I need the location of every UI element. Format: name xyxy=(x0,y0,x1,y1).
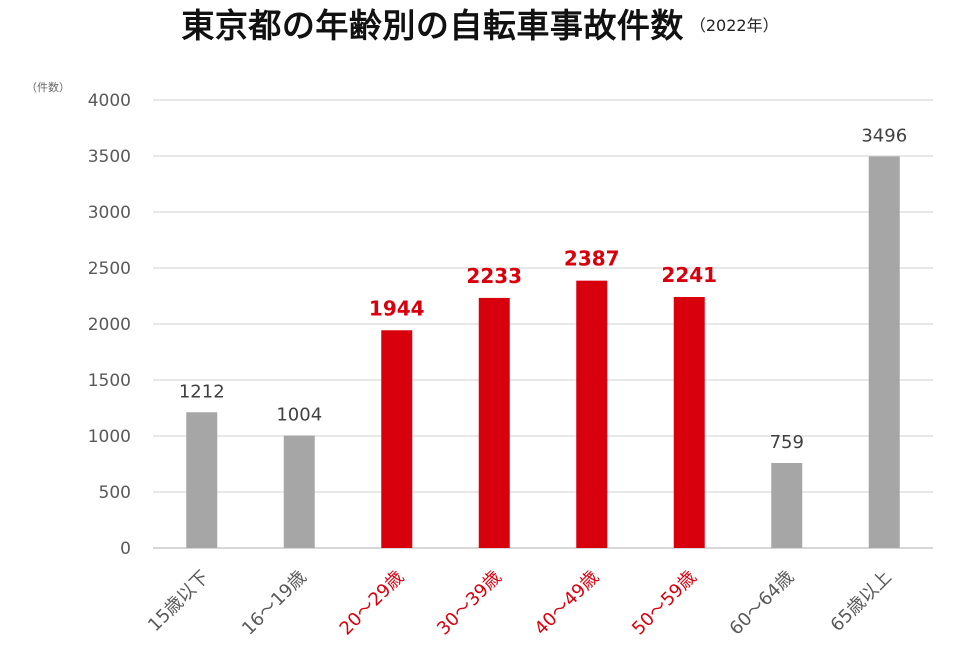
y-axis-unit-label: （件数） xyxy=(26,81,70,94)
y-tick-label: 3500 xyxy=(88,147,131,167)
data-label: 2387 xyxy=(564,247,620,271)
y-tick-label: 3000 xyxy=(88,203,131,223)
title-row: 東京都の年齢別の自転車事故件数 （2022年） xyxy=(0,0,960,56)
x-tick-label: 65歳以上 xyxy=(827,567,896,636)
y-tick-label: 500 xyxy=(99,483,131,503)
x-tick-label: 20～29歳 xyxy=(336,567,409,640)
bar xyxy=(673,297,705,548)
bar xyxy=(283,435,315,548)
x-tick-label: 30～39歳 xyxy=(433,567,506,640)
y-tick-label: 4000 xyxy=(88,91,131,111)
y-tick-label: 1500 xyxy=(88,371,131,391)
bar xyxy=(771,462,803,548)
chart-title: 東京都の年齢別の自転車事故件数 xyxy=(181,6,684,45)
bar xyxy=(186,412,218,548)
x-tick-label: 16～19歳 xyxy=(238,567,311,640)
bar xyxy=(381,330,413,548)
y-tick-label: 1000 xyxy=(88,427,131,447)
bar xyxy=(868,156,900,548)
chart-subtitle: （2022年） xyxy=(689,16,779,35)
bar xyxy=(478,297,510,548)
y-tick-label: 2500 xyxy=(88,259,131,279)
bar xyxy=(576,280,608,548)
data-label: 2233 xyxy=(466,264,522,288)
x-tick-label: 40～49歳 xyxy=(531,567,604,640)
x-tick-label: 60～64歳 xyxy=(726,567,799,640)
y-tick-label: 2000 xyxy=(88,315,131,335)
data-label: 1004 xyxy=(276,405,322,426)
data-label: 1212 xyxy=(179,381,225,402)
data-label: 2241 xyxy=(661,263,717,287)
data-label: 3496 xyxy=(861,125,907,146)
data-label: 759 xyxy=(770,432,804,453)
data-label: 1944 xyxy=(369,296,425,320)
x-tick-label: 50～59歳 xyxy=(628,567,701,640)
y-tick-label: 0 xyxy=(120,539,131,559)
x-tick-label: 15歳以下 xyxy=(144,567,213,636)
